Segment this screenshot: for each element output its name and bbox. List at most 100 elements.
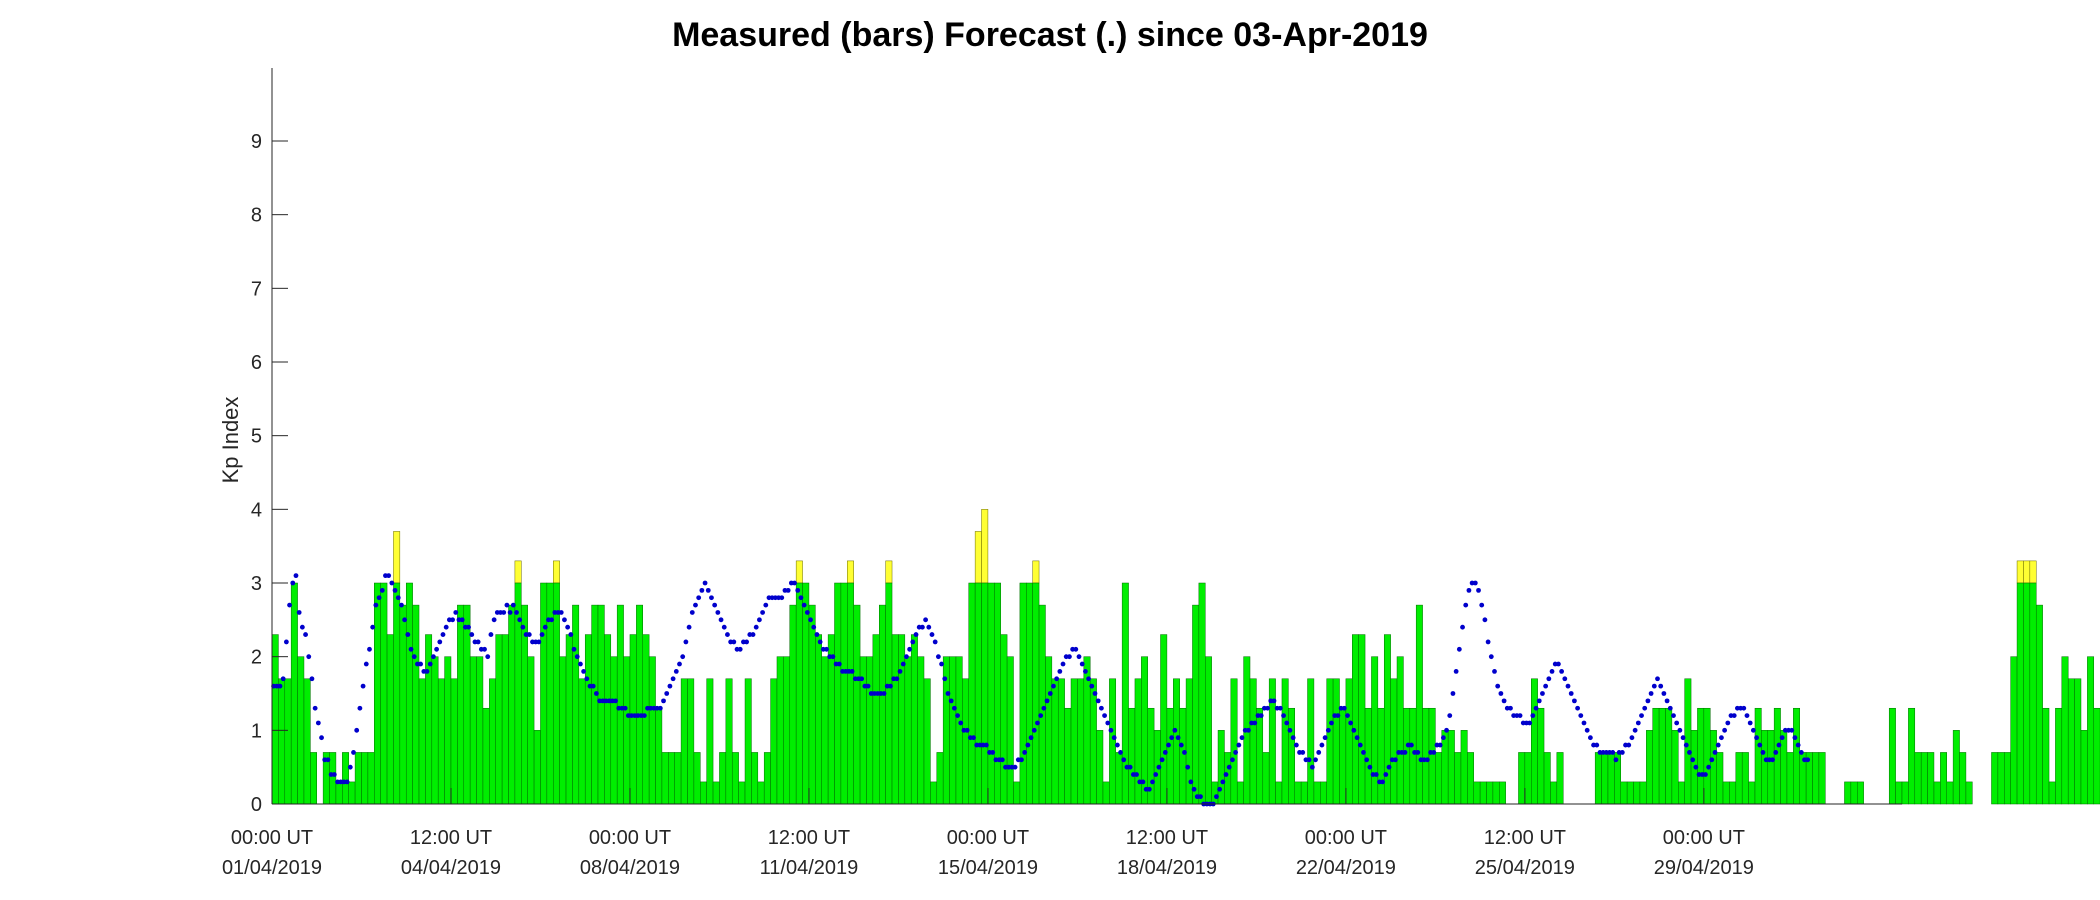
- measured-bar: [1646, 730, 1653, 805]
- forecast-point: [1476, 587, 1481, 593]
- forecast-point: [731, 639, 737, 645]
- measured-bar: [1920, 752, 1928, 805]
- measured-bar: [1415, 604, 1423, 805]
- forecast-point: [584, 676, 590, 682]
- measured-bar: [1422, 707, 1430, 805]
- measured-bar-active: [974, 531, 982, 584]
- forecast-point: [434, 646, 439, 652]
- measured-bar: [1818, 752, 1826, 805]
- measured-bar: [1109, 678, 1117, 805]
- forecast-point: [1715, 742, 1721, 748]
- measured-bar: [1057, 678, 1065, 805]
- forecast-point: [1140, 779, 1146, 785]
- forecast-point: [491, 617, 497, 623]
- forecast-points: [271, 573, 1811, 807]
- x-tick-label-time: 12:00 UT: [1126, 827, 1208, 849]
- forecast-point: [1556, 661, 1561, 667]
- forecast-point: [1639, 713, 1644, 718]
- forecast-point: [558, 610, 564, 615]
- measured-bar: [463, 604, 471, 805]
- forecast-point: [737, 646, 743, 652]
- measured-bar: [763, 752, 771, 805]
- forecast-point: [923, 617, 928, 623]
- forecast-point: [1182, 750, 1187, 755]
- forecast-point: [1373, 772, 1379, 777]
- measured-bar: [1121, 582, 1129, 805]
- forecast-point: [1664, 698, 1670, 704]
- measured-bar: [1741, 752, 1749, 805]
- forecast-point: [1198, 794, 1203, 800]
- measured-bar: [1997, 752, 2005, 805]
- measured-bar: [1460, 730, 1468, 805]
- measured-bar: [1019, 582, 1027, 805]
- forecast-point: [536, 639, 542, 645]
- measured-bar: [885, 582, 893, 805]
- measured-bar-active: [1032, 560, 1040, 584]
- forecast-point: [1035, 720, 1040, 726]
- forecast-point: [367, 646, 372, 652]
- forecast-point: [1536, 698, 1542, 704]
- measured-bar: [1307, 678, 1315, 805]
- forecast-point: [900, 661, 906, 667]
- forecast-point: [1613, 757, 1619, 763]
- measured-bar: [1665, 707, 1673, 805]
- x-tick-label-date: 15/04/2019: [938, 857, 1038, 879]
- forecast-point: [344, 779, 350, 785]
- forecast-point: [1102, 713, 1107, 718]
- forecast-point: [514, 610, 519, 615]
- forecast-point: [1472, 580, 1478, 586]
- forecast-point: [958, 720, 964, 726]
- measured-bar: [418, 678, 426, 805]
- measured-bar: [501, 634, 509, 805]
- forecast-point: [581, 669, 587, 674]
- measured-bar: [546, 582, 554, 805]
- forecast-point: [1159, 757, 1165, 763]
- forecast-point: [411, 654, 417, 660]
- forecast-point: [1619, 750, 1625, 755]
- measured-bar: [1850, 781, 1858, 805]
- forecast-point: [386, 573, 392, 579]
- forecast-point: [466, 624, 471, 630]
- forecast-point: [1098, 705, 1104, 711]
- forecast-point: [1655, 676, 1660, 682]
- measured-bar: [1115, 752, 1123, 805]
- forecast-point: [1546, 676, 1552, 682]
- forecast-point: [836, 661, 842, 667]
- forecast-point: [574, 654, 580, 660]
- measured-bar: [1032, 582, 1040, 805]
- forecast-point: [641, 713, 647, 718]
- forecast-point: [1012, 764, 1018, 770]
- x-tick-label-date: 08/04/2019: [580, 857, 680, 879]
- measured-bar: [706, 678, 714, 805]
- forecast-point: [1108, 727, 1114, 733]
- forecast-point: [1380, 779, 1386, 785]
- forecast-point: [1584, 727, 1590, 733]
- measured-bar: [1326, 678, 1334, 805]
- forecast-point: [1501, 698, 1507, 704]
- forecast-point: [504, 602, 510, 608]
- measured-bar: [1550, 781, 1558, 805]
- measured-bar: [1601, 752, 1609, 805]
- forecast-point: [1025, 742, 1031, 748]
- forecast-point: [1770, 757, 1775, 763]
- measured-bar: [1531, 678, 1538, 805]
- forecast-point: [932, 639, 938, 645]
- x-tick-label-date: 25/04/2019: [1475, 857, 1575, 879]
- forecast-point: [1447, 713, 1453, 718]
- measured-bar: [815, 634, 822, 805]
- measured-bar-active: [2029, 560, 2037, 584]
- measured-bar: [1524, 752, 1532, 805]
- forecast-point: [964, 727, 970, 733]
- measured-bar: [936, 752, 944, 805]
- forecast-point: [1079, 661, 1085, 667]
- forecast-point: [939, 661, 944, 667]
- measured-bar: [668, 752, 675, 805]
- forecast-point: [571, 646, 577, 652]
- measured-bar: [655, 707, 663, 805]
- measured-bar-active: [393, 531, 401, 584]
- measured-bar: [374, 582, 381, 805]
- forecast-point: [1252, 720, 1258, 726]
- forecast-point: [1642, 705, 1648, 711]
- measured-bar-active: [847, 560, 854, 584]
- measured-bar: [1077, 678, 1085, 805]
